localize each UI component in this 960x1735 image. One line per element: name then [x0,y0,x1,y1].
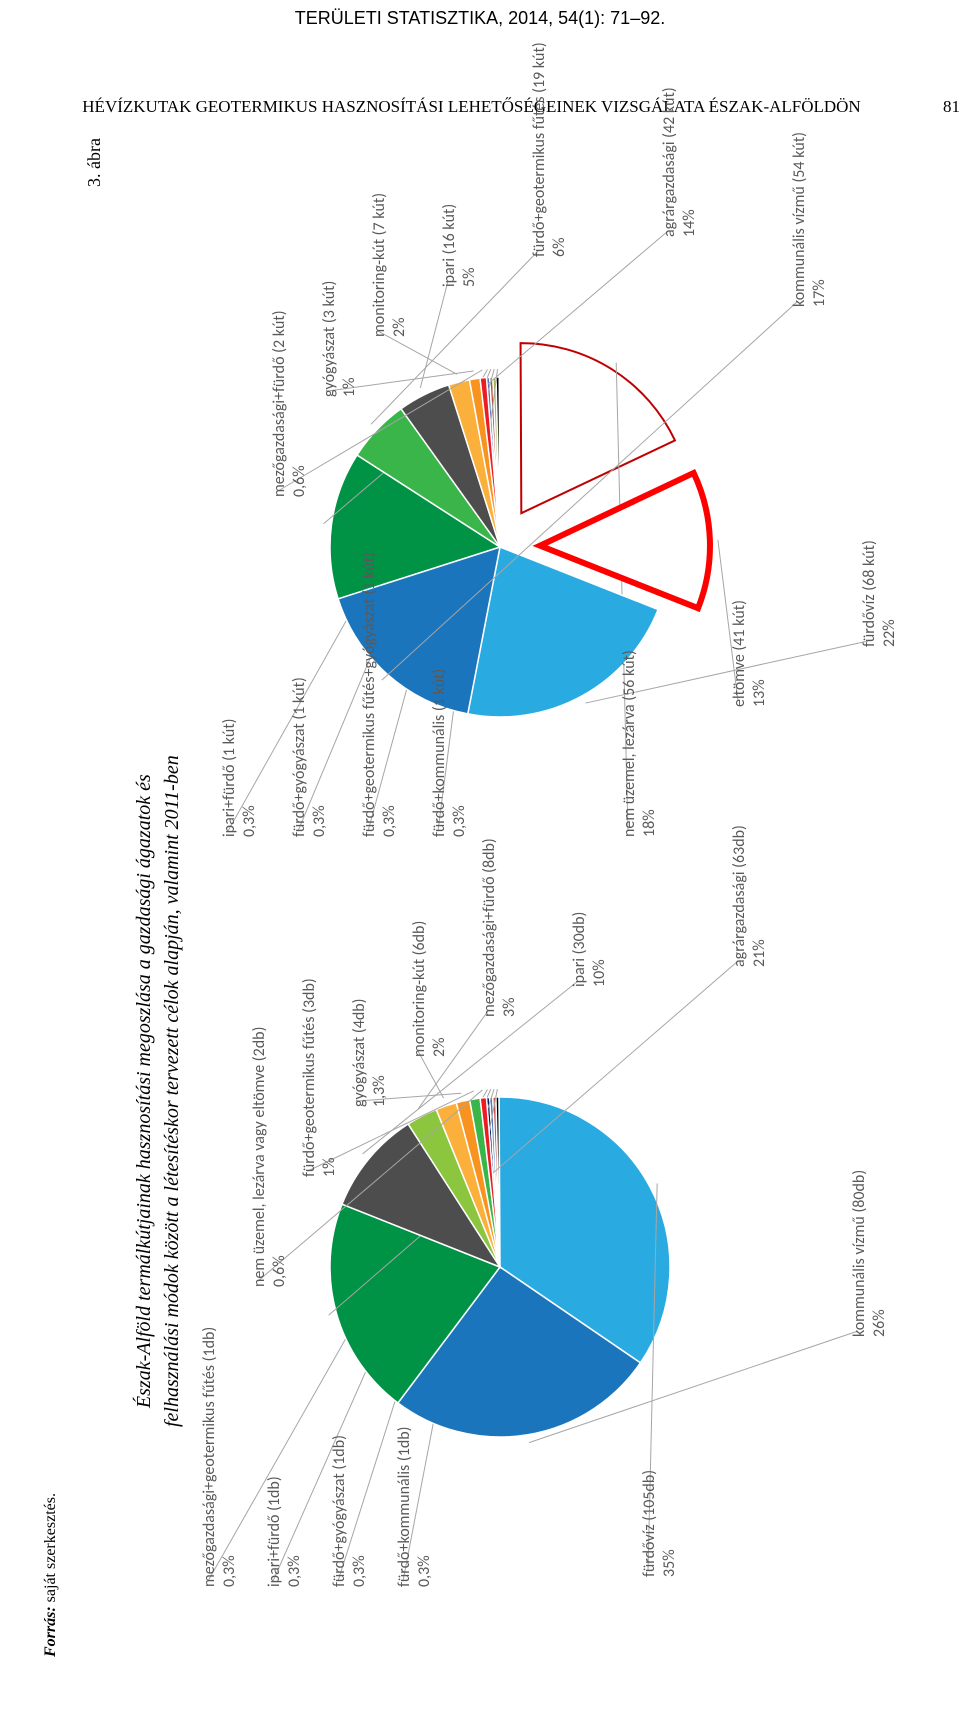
pie-slice [521,343,675,513]
running-title: HÉVÍZKUTAK GEOTERMIKUS HASZNOSÍTÁSI LEHE… [82,97,860,116]
slice-percent: 0,3% [310,805,329,837]
slice-percent: 14% [680,209,699,237]
figure-title-line1: Észak-Alföld termálkútjainak hasznosítás… [133,774,155,1408]
slice-label: nem üzemel, lezárva (56 kút) [620,650,639,837]
slice-label: ipari+fürdő (1 kút) [220,718,239,837]
slice-label: monitoring-kút (6db) [410,921,429,1057]
slice-percent: 1% [320,1157,339,1177]
journal-reference: TERÜLETI STATISZTIKA, 2014, 54(1): 71–92… [0,0,960,37]
slice-percent: 35% [660,1549,679,1577]
slice-percent: 3% [500,997,519,1017]
slice-percent: 0,3% [285,1555,304,1587]
slice-percent: 18% [640,809,659,837]
pie-chart-planned [170,887,960,1607]
slice-percent: 13% [750,679,769,707]
running-head: HÉVÍZKUTAK GEOTERMIKUS HASZNOSÍTÁSI LEHE… [0,37,960,127]
slice-label: nem üzemel, lezárva vagy eltömve (2db) [250,1027,269,1287]
slice-label: agrárgazdasági (63db) [730,825,749,967]
slice-percent: 1% [340,377,359,397]
slice-label: eltömve (41 kút) [730,600,749,707]
slice-percent: 2% [390,317,409,337]
slice-label: fürdő+kommunális (1 kút) [430,669,449,837]
slice-label: fürdővíz (105db) [640,1470,659,1577]
slice-label: ipari+fürdő (1db) [265,1476,284,1587]
slice-label: mezőgazdasági+geotermikus fűtés (1db) [200,1327,219,1587]
slice-percent: 5% [460,267,479,287]
slice-label: kommunális vízmű (80db) [850,1170,869,1337]
slice-percent: 26% [870,1309,889,1337]
slice-label: fürdő+gyógyászat (1db) [330,1435,349,1587]
page-number: 81 [943,97,960,117]
slice-label: mezőgazdasági+fürdő (8db) [480,838,499,1017]
slice-label: ipari (30db) [570,912,589,987]
slice-label: fürdő+geotermikus fűtés (3db) [300,978,319,1177]
slice-percent: 1,3% [370,1075,389,1107]
chart-panel-top: ipari+fürdő (1 kút)0,3%fürdő+gyógyászat … [170,147,960,867]
figure-area: 3. ábra Észak-Alföld termálkútjainak has… [0,127,960,1667]
slice-label: fürdő+geotermikus fűtés+gyógyászat (1 kú… [360,552,379,837]
slice-label: fürdővíz (68 kút) [860,540,879,647]
slice-percent: 0,3% [350,1555,369,1587]
slice-label: ipari (16 kút) [440,204,459,287]
slice-percent: 6% [550,237,569,257]
slice-percent: 10% [590,959,609,987]
slice-label: fürdő+geotermikus fűtés (19 kút) [530,42,549,257]
slice-label: mezőgazdasági+fürdő (2 kút) [270,310,289,497]
slice-label: fürdő+kommunális (1db) [395,1426,414,1587]
slice-percent: 0,6% [270,1255,289,1287]
slice-percent: 0,3% [415,1555,434,1587]
figure-label: 3. ábra [84,138,105,187]
slice-percent: 0,6% [290,465,309,497]
slice-label: agrárgazdasági (42 kút) [660,87,679,237]
slice-percent: 0,3% [450,805,469,837]
slice-percent: 21% [750,939,769,967]
leader-line [420,281,448,388]
slice-percent: 2% [430,1037,449,1057]
figure-source: Forrás: saját szerkesztés. [42,1493,60,1657]
slice-label: monitoring-kút (7 kút) [370,193,389,337]
slice-percent: 17% [810,279,829,307]
slice-label: gyógyászat (3 kút) [320,281,339,397]
slice-percent: 0,3% [240,805,259,837]
slice-percent: 22% [880,619,899,647]
slice-label: gyógyászat (4db) [350,998,369,1107]
source-text: saját szerkesztés. [42,1493,59,1602]
leader-line [378,331,457,374]
slice-label: kommunális vízmű (54 kút) [790,132,809,307]
slice-percent: 0,3% [380,805,399,837]
chart-panel-bottom: mezőgazdasági+geotermikus fűtés (1db)0,3… [170,887,960,1607]
slice-percent: 0,3% [220,1555,239,1587]
slice-label: fürdő+gyógyászat (1 kút) [290,677,309,837]
